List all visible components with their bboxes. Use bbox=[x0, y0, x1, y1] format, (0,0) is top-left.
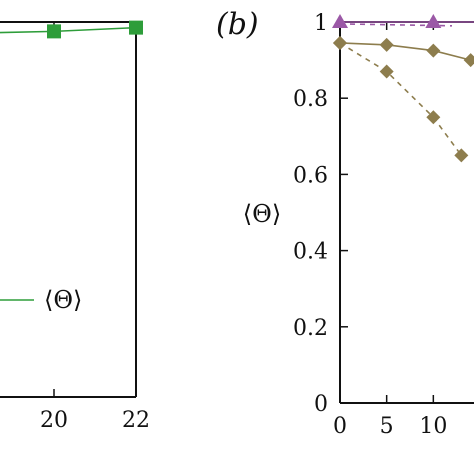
panel-a: 182022⟨Θ⟩ bbox=[0, 20, 150, 433]
panel-a-legend-label: ⟨Θ⟩ bbox=[44, 286, 82, 314]
panel-b-data-point bbox=[426, 110, 441, 125]
panel-b-data-point bbox=[426, 43, 441, 58]
panel-a-series-line bbox=[0, 26, 137, 34]
panel-a-x-tick-label: 20 bbox=[40, 408, 68, 433]
panel-b-y-tick-label: 0.6 bbox=[293, 163, 328, 188]
panel-b-data-point bbox=[454, 148, 469, 163]
panel-b-y-tick-label: 0 bbox=[314, 392, 328, 417]
panel-b-data-point bbox=[333, 35, 347, 50]
panel-b-x-tick-label: 0 bbox=[333, 414, 347, 439]
panel-b-y-tick-label: 0.8 bbox=[293, 87, 328, 112]
panel-b-label: (b) bbox=[216, 7, 259, 42]
panel-b-series-line bbox=[339, 23, 453, 27]
panel-b-y-tick-label: 1 bbox=[314, 11, 328, 36]
panel-b-series-line bbox=[339, 42, 462, 156]
panel-b: (b)00.20.40.60.810 5 10⟨Θ⟩ bbox=[216, 7, 474, 439]
panel-a-data-point bbox=[129, 20, 143, 35]
panel-b-y-tick-label: 0.4 bbox=[293, 240, 328, 265]
panel-b-series-line bbox=[339, 42, 471, 61]
panel-b-data-point bbox=[379, 37, 394, 52]
panel-a-x-tick-label: 22 bbox=[122, 408, 150, 433]
panel-b-y-axis-label: ⟨Θ⟩ bbox=[243, 200, 281, 228]
panel-b-data-point bbox=[379, 64, 394, 79]
panel-b-data-point bbox=[463, 53, 474, 68]
panel-a-data-point bbox=[47, 24, 61, 39]
panel-b-data-point bbox=[425, 14, 442, 28]
panel-b-y-tick-label: 0.2 bbox=[293, 316, 328, 341]
panel-b-x-tick-label: 10 bbox=[419, 414, 447, 439]
panel-b-x-tick-label: 5 bbox=[380, 414, 394, 439]
